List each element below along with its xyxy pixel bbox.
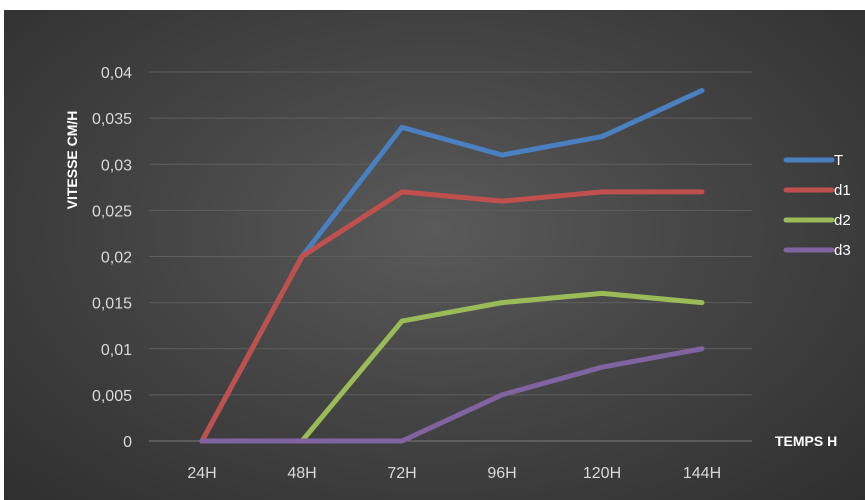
x-tick-label: 144H — [683, 465, 721, 482]
y-tick-label: 0,04 — [101, 65, 132, 82]
series-line-d3 — [199, 346, 705, 444]
x-tick-label: 72H — [387, 465, 416, 482]
legend-label-d3: d3 — [834, 242, 851, 259]
gridlines — [149, 71, 752, 442]
legend-label-d1: d1 — [834, 182, 851, 199]
y-tick-label: 0,02 — [101, 250, 132, 267]
legend-label-T: T — [834, 152, 843, 169]
series-lines — [199, 87, 705, 444]
legend: Td1 d2 d3 — [783, 152, 851, 259]
series-line-d1 — [199, 189, 705, 444]
y-axis-title: VITESSE CM/H — [64, 111, 80, 210]
y-tick-label: 0,015 — [92, 296, 132, 313]
y-tick-label: 0,025 — [92, 203, 132, 220]
y-axis-ticks: 0 0,005 0,01 0,015 0,02 0,025 0,03 0,035 0,04 — [92, 65, 132, 451]
x-axis-title: TEMPS H — [775, 433, 837, 449]
x-tick-label: 96H — [487, 465, 516, 482]
y-tick-label: 0 — [123, 434, 132, 451]
series-line-T — [199, 87, 705, 444]
y-tick-label: 0,01 — [101, 342, 132, 359]
y-tick-label: 0,035 — [92, 111, 132, 128]
legend-label-d2: d2 — [834, 212, 851, 229]
x-axis-ticks: 24H 48H 72H 96H 120H 144H — [187, 465, 721, 482]
x-tick-label: 120H — [583, 465, 621, 482]
line-chart: 0 0,005 0,01 0,015 0,02 0,025 0,03 0,035 0,04 24… — [4, 10, 865, 500]
chart-canvas: 0 0,005 0,01 0,015 0,02 0,025 0,03 0,035 0,04 24… — [64, 65, 851, 482]
y-tick-label: 0,03 — [101, 157, 132, 174]
x-tick-label: 24H — [187, 465, 216, 482]
x-tick-label: 48H — [287, 465, 316, 482]
y-tick-label: 0,005 — [92, 388, 132, 405]
